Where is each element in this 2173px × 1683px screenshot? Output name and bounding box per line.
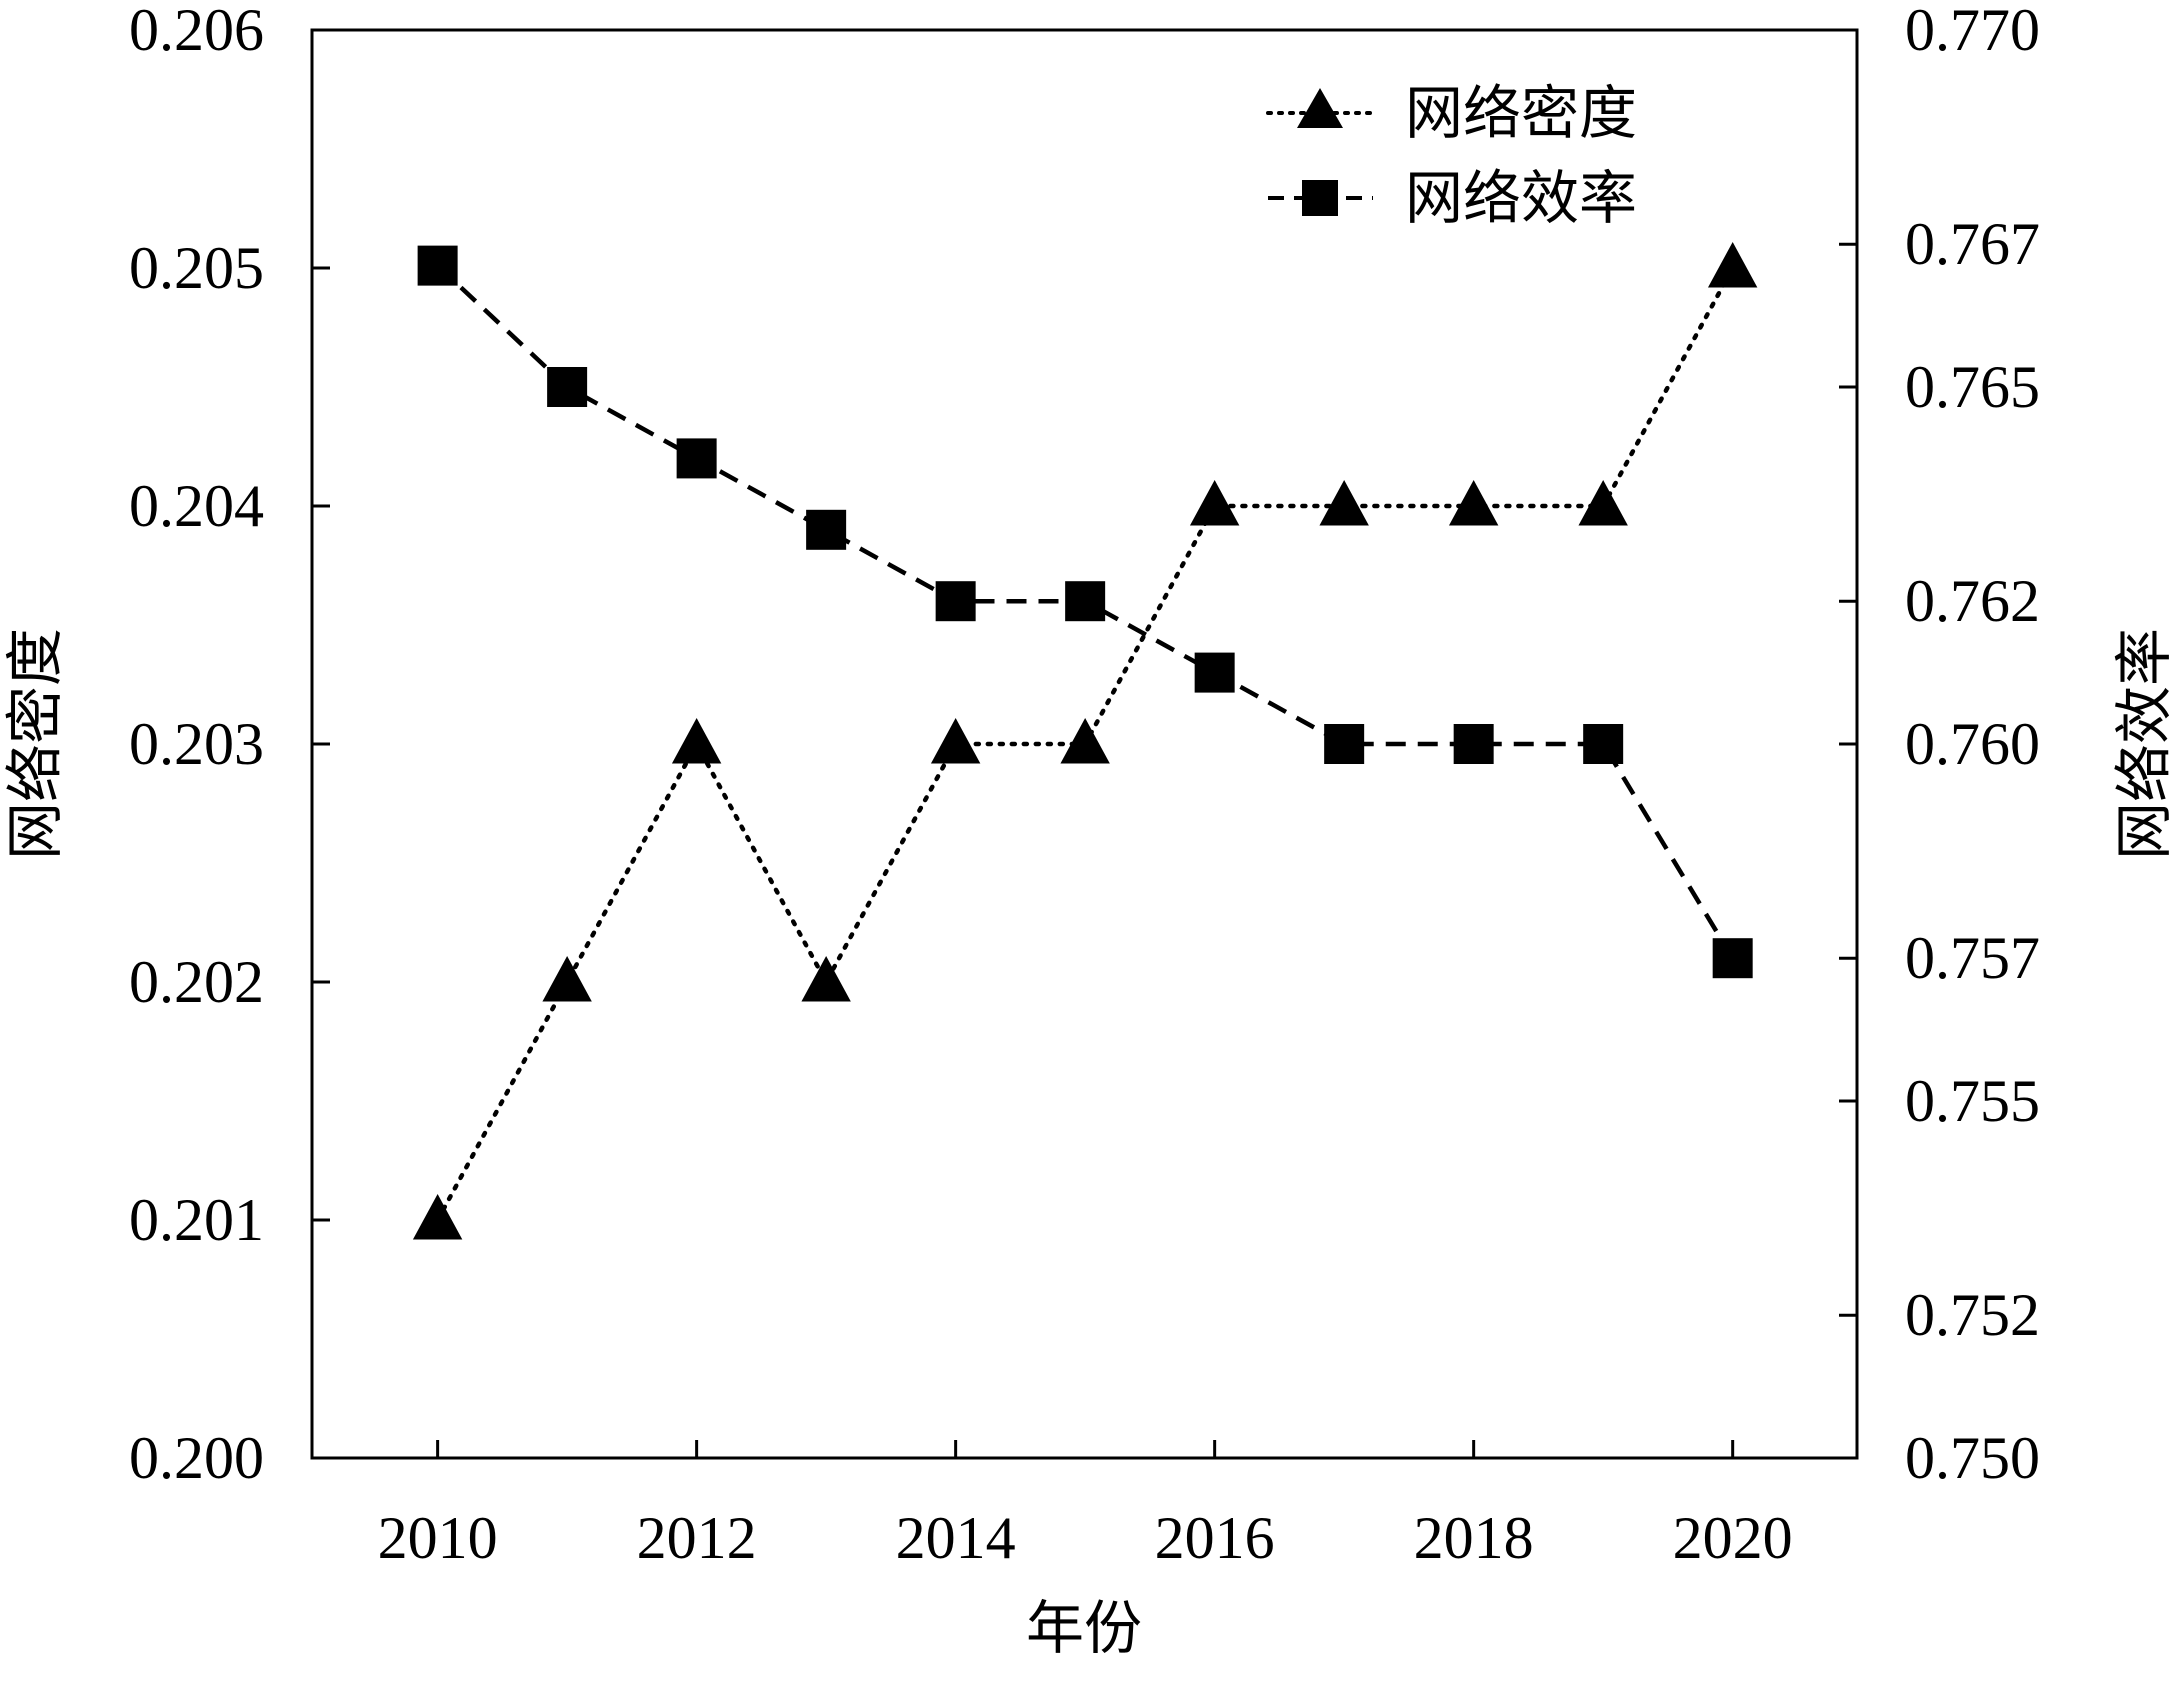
density-point-triangle [542, 956, 592, 1002]
y-right-tick-label: 0.755 [1905, 1068, 2040, 1134]
y-left-tick-label: 0.201 [129, 1187, 264, 1253]
density-point-triangle [412, 1194, 463, 1240]
y-left-tick-label: 0.200 [129, 1425, 264, 1491]
y-right-tick-label: 0.765 [1905, 354, 2040, 420]
series-layer [412, 242, 1758, 1240]
y-left-tick-label: 0.205 [129, 235, 264, 301]
y-left-tick-label: 0.203 [129, 711, 264, 777]
density-point-triangle [930, 718, 981, 764]
density-point-triangle [801, 956, 851, 1002]
legend-density-triangle-icon [1297, 88, 1343, 128]
legend-efficiency-square-icon [1302, 180, 1338, 216]
efficiency-point-square [1194, 652, 1235, 693]
density-point-triangle [1189, 480, 1240, 526]
y-right-axis-title: 网络效率 [2110, 628, 2173, 860]
y-left-tick-label: 0.204 [129, 473, 264, 539]
y-right-tick-label: 0.750 [1905, 1425, 2040, 1491]
efficiency-point-square [1065, 581, 1106, 622]
y-right-tick-label: 0.760 [1905, 711, 2040, 777]
density-point-triangle [1319, 480, 1369, 526]
x-tick-label: 2012 [637, 1505, 757, 1571]
legend-efficiency-label: 网络效率 [1405, 164, 1637, 232]
density-point-triangle [1060, 718, 1110, 764]
x-axis-ticks: 2010 2012 2014 2016 2018 2020 [378, 1440, 1793, 1571]
x-tick-label: 2020 [1673, 1505, 1793, 1571]
efficiency-point-square [1712, 938, 1753, 979]
density-point-triangle [671, 718, 722, 764]
y-left-tick-label: 0.202 [129, 949, 264, 1015]
density-point-triangle [1707, 242, 1758, 288]
x-tick-label: 2016 [1155, 1505, 1275, 1571]
x-tick-label: 2018 [1414, 1505, 1534, 1571]
efficiency-point-square [1583, 724, 1624, 764]
x-tick-label: 2010 [378, 1505, 498, 1571]
efficiency-point-square [1453, 724, 1494, 764]
y-right-axis-ticks: 0.750 0.752 0.755 0.757 0.760 0.762 0.765 0.767… [1839, 0, 2040, 1491]
y-left-axis-title: 网络密度 [1, 628, 69, 860]
density-point-triangle [1448, 480, 1499, 526]
density-point-triangle [1578, 480, 1628, 526]
y-left-tick-label: 0.206 [129, 0, 264, 63]
efficiency-point-square [417, 245, 458, 286]
legend-density-label: 网络密度 [1405, 79, 1637, 147]
legend: 网络密度 网络效率 [1266, 79, 1637, 232]
legend-item-efficiency: 网络效率 [1268, 164, 1637, 232]
x-tick-label: 2014 [896, 1505, 1016, 1571]
y-right-tick-label: 0.762 [1905, 568, 2040, 634]
efficiency-point-square [676, 438, 717, 479]
y-right-tick-label: 0.770 [1905, 0, 2040, 63]
y-right-tick-label: 0.752 [1905, 1282, 2040, 1348]
efficiency-point-square [806, 509, 847, 550]
efficiency-point-square [547, 367, 588, 407]
efficiency-point-square [935, 581, 976, 622]
legend-item-density: 网络密度 [1266, 79, 1637, 147]
efficiency-point-square [1324, 724, 1365, 764]
x-axis-title: 年份 [1026, 1594, 1142, 1662]
y-right-tick-label: 0.757 [1905, 925, 2040, 991]
y-left-axis-ticks: 0.200 0.201 0.202 0.203 0.204 0.205 0.206 [129, 0, 330, 1491]
y-right-tick-label: 0.767 [1905, 211, 2040, 277]
